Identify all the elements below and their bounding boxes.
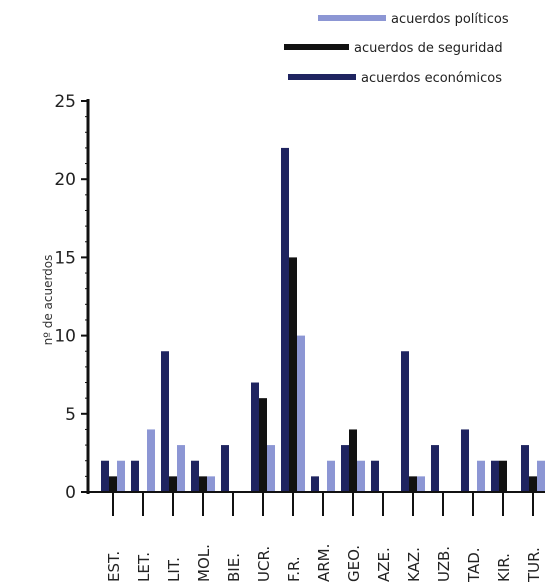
bar: [529, 476, 537, 492]
legend-swatch: [288, 74, 356, 80]
x-tick-label: MOL.: [195, 544, 213, 582]
x-tick-label: GEO.: [345, 545, 363, 582]
bar-group-arm: [311, 460, 335, 492]
bar-group-let: [131, 429, 155, 492]
x-tick-label: KIR.: [495, 553, 513, 582]
legend-swatch: [318, 15, 386, 21]
bar: [297, 335, 305, 492]
bar-group-kir: [491, 460, 507, 492]
x-tick-label: ARM.: [315, 544, 333, 582]
x-tick-label: F.R.: [285, 556, 303, 582]
y-tick-label: 5: [65, 405, 76, 425]
bar: [289, 257, 297, 492]
legend-label: acuerdos políticos: [391, 12, 509, 27]
bar-group-uzb: [431, 445, 439, 492]
bars: [101, 147, 545, 493]
bar-group-fr: [281, 147, 305, 493]
legend-label: acuerdos de seguridad: [354, 41, 503, 56]
bar: [521, 445, 529, 492]
bar: [207, 476, 215, 492]
bar: [311, 476, 319, 492]
bar-group-mol: [191, 460, 215, 492]
y-tick-label: 10: [54, 327, 76, 347]
legend-item: acuerdos económicos: [288, 71, 502, 86]
bar-group-lit: [161, 351, 185, 492]
x-tick-label: EST.: [105, 551, 123, 582]
x-tick-label: UCR.: [255, 546, 273, 582]
x-tick-label: LET.: [135, 552, 153, 582]
bar: [477, 460, 485, 492]
x-tick-label: LIT.: [165, 557, 183, 582]
bar-group-kaz: [401, 351, 425, 492]
y-tick-label: 0: [65, 483, 76, 503]
bar: [499, 460, 507, 492]
bar: [109, 476, 117, 492]
bar: [259, 398, 267, 492]
bar: [349, 429, 357, 492]
legend-swatch: [284, 44, 349, 50]
bar: [371, 460, 379, 492]
bar: [461, 429, 469, 492]
bar: [251, 382, 259, 492]
bar: [431, 445, 439, 492]
bar: [101, 460, 109, 492]
legend-label: acuerdos económicos: [361, 71, 502, 86]
y-axis: 0 5 10 15 20 25: [54, 92, 90, 503]
bar: [199, 476, 207, 492]
bar: [147, 429, 155, 492]
bar-group-ucr: [251, 382, 275, 492]
y-axis-title: nº de acuerdos: [41, 255, 55, 346]
bar-group-est: [101, 460, 125, 492]
y-tick-label: 15: [54, 248, 76, 268]
bar: [131, 460, 139, 492]
bar: [267, 445, 275, 492]
x-axis: EST. LET. LIT. MOL. BIE. UCR. F.R. ARM. GEO. AZE.…: [88, 491, 545, 583]
y-tick-label: 25: [54, 92, 76, 112]
bar: [281, 147, 289, 493]
bar-group-tad: [461, 429, 485, 492]
bar: [409, 476, 417, 492]
bar: [169, 476, 177, 492]
bar: [327, 460, 335, 492]
bar: [177, 445, 185, 492]
x-tick-label: KAZ.: [405, 547, 423, 582]
bar: [117, 460, 125, 492]
x-tick-label: UZB.: [435, 546, 453, 582]
y-tick-label: 20: [54, 170, 76, 190]
bar: [537, 460, 545, 492]
bar: [221, 445, 229, 492]
bar: [191, 460, 199, 492]
legend: acuerdos políticos acuerdos de seguridad a…: [284, 12, 509, 86]
x-tick-label: TUR.: [525, 547, 543, 583]
x-tick-label: AZE.: [375, 547, 393, 582]
legend-item: acuerdos de seguridad: [284, 41, 503, 56]
bar: [357, 460, 365, 492]
x-tick-label: TAD.: [465, 547, 483, 583]
bar-group-bie: [221, 445, 229, 492]
bar: [491, 460, 499, 492]
bar-group-tur: [521, 445, 545, 492]
bar: [401, 351, 409, 492]
x-tick-label: BIE.: [225, 553, 243, 582]
bar: [417, 476, 425, 492]
bar: [161, 351, 169, 492]
bar-group-geo: [341, 429, 365, 492]
legend-item: acuerdos políticos: [318, 12, 509, 27]
bar: [341, 445, 349, 492]
bar-group-aze: [371, 460, 379, 492]
